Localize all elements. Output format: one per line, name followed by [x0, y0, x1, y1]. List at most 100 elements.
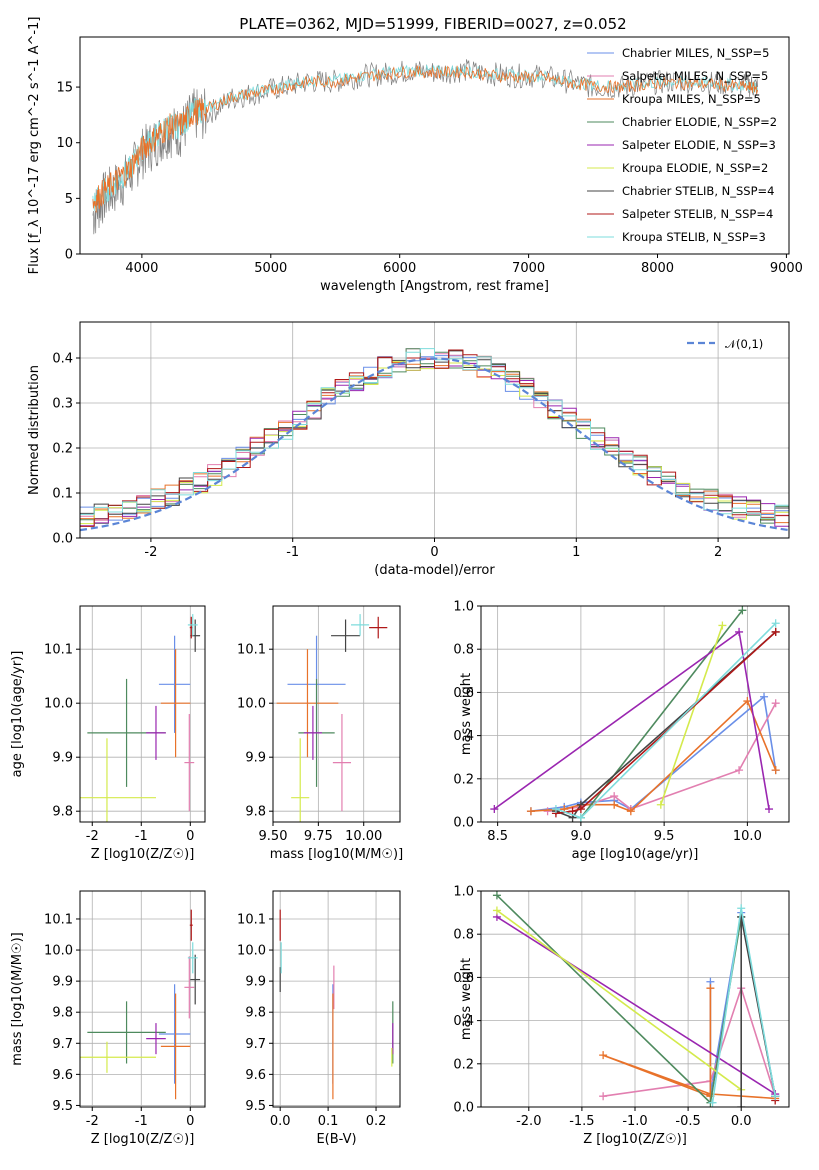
panel-age-vs-mass: 9.50 9.75 10.00 9.8 9.9 10.0 10.1 mass [log10(M… [237, 605, 403, 862]
y-tick-label: 9.5 [245, 1099, 266, 1114]
x-tick-label: -2 [86, 829, 99, 844]
plot-area-mass-vs-Z [80, 891, 205, 1107]
weight-line-chabrier-stelib [555, 631, 777, 819]
x-axis-label: Z [log10(Z/Z☉)] [91, 1132, 195, 1147]
legend-entry: Kroupa MILES, N_SSP=5 [622, 92, 761, 106]
y-tick-label: 0.4 [453, 1014, 474, 1029]
x-tick-label: 2 [714, 545, 722, 560]
x-axis-label: Z [log10(Z/Z☉)] [583, 1132, 687, 1147]
y-tick-label: 1.0 [453, 885, 474, 900]
weight-point-kroupa-miles [599, 1051, 608, 1060]
normal-curve [80, 357, 789, 532]
y-tick-label: 9.7 [245, 1037, 266, 1052]
weight-line-salpeter-miles [547, 702, 777, 812]
weight-point-chabrier-stelib [737, 1103, 746, 1107]
y-tick-label: 9.8 [245, 1006, 266, 1021]
x-tick-label: 0 [430, 545, 438, 560]
spectrum-line-data [92, 59, 758, 235]
weight-point-salpeter-stelib [771, 627, 780, 636]
axes-frame [79, 321, 790, 539]
panel-spectrum: 4000 5000 6000 7000 8000 9000 0 5 10 15 wavelength… [27, 17, 803, 294]
plot-area-mass-weight-vs-age [481, 606, 789, 822]
panel-mass-weight-vs-Z: -2.0 -1.5 -1.0 -0.5 0.0 0.0 0.2 0.4 0.6 0.8 1.0 Z [… [453, 885, 790, 1147]
y-tick-label: 1.0 [453, 600, 474, 615]
x-tick-label: -1 [135, 829, 148, 844]
weight-point-salpeter-miles [610, 792, 619, 801]
x-tick-label: 9.50 [259, 829, 288, 844]
y-tick-label: 10.0 [237, 944, 266, 959]
weight-point-chabrier-miles [760, 692, 769, 701]
x-tick-label: 1 [572, 545, 580, 560]
y-tick-label: 0.4 [453, 729, 474, 744]
y-tick-label: 9.8 [52, 1006, 73, 1021]
x-axis-label: mass [log10(M/M☉)] [270, 847, 403, 862]
weight-point-salpeter-elodie [765, 805, 774, 814]
y-tick-label: 0.2 [453, 1057, 474, 1072]
x-axis-label: wavelength [Angstrom, rest frame] [320, 279, 549, 294]
weight-point-chabrier-stelib [737, 912, 746, 921]
y-tick-label: 0.6 [453, 686, 474, 701]
x-tick-label: 10.00 [345, 829, 382, 844]
x-axis-label: (data-model)/error [374, 563, 495, 578]
x-tick-label: 9.75 [304, 829, 333, 844]
panel-age-vs-Z: -2 -1 0 9.8 9.9 10.0 10.1 Z [log10(Z/Z☉)] age [l… [10, 605, 206, 862]
weight-point-salpeter-miles [543, 807, 552, 816]
axes-frame [480, 890, 790, 1108]
weight-point-kroupa-miles [706, 984, 715, 993]
x-tick-label: -1 [135, 1114, 148, 1129]
spectrum-line-kroupa-miles [92, 65, 758, 213]
x-tick-label: 8.5 [487, 829, 508, 844]
weight-point-kroupa-stelib [737, 904, 746, 913]
legend-entry: Kroupa ELODIE, N_SSP=2 [622, 161, 768, 175]
axes-frame [272, 890, 401, 1108]
panel-mass-vs-ebv: 0.0 0.1 0.2 9.5 9.6 9.7 9.8 9.9 10.0 10.1 E(B-V) [237, 890, 401, 1147]
y-tick-label: 0.0 [52, 532, 73, 547]
weight-point-salpeter-elodie [735, 627, 744, 636]
y-tick-label: 9.5 [52, 1099, 73, 1114]
weight-point-kroupa-miles [526, 807, 535, 816]
y-tick-label: 9.6 [52, 1068, 73, 1083]
x-axis-label: Z [log10(Z/Z☉)] [91, 847, 195, 862]
x-tick-label: -0.5 [675, 1114, 700, 1129]
x-tick-label: 9.0 [571, 829, 592, 844]
weight-line-kroupa-elodie [660, 625, 724, 805]
y-tick-label: 0.6 [453, 971, 474, 986]
weight-point-kroupa-miles [626, 807, 635, 816]
y-tick-label: 0.8 [453, 643, 474, 658]
weight-point-kroupa-miles [610, 800, 619, 809]
y-tick-label: 9.8 [52, 805, 73, 820]
axes-frame [79, 890, 206, 1108]
x-axis-label: E(B-V) [316, 1132, 356, 1147]
y-tick-label: 9.9 [245, 751, 266, 766]
y-tick-label: 0.4 [52, 352, 73, 367]
weight-point-salpeter-miles [735, 766, 744, 775]
y-tick-label: 10.1 [237, 912, 266, 927]
y-tick-label: 10.1 [44, 643, 73, 658]
legend-entry: Salpeter ELODIE, N_SSP=3 [622, 138, 776, 152]
y-tick-label: 9.7 [52, 1037, 73, 1052]
x-tick-label: -1.0 [622, 1114, 647, 1129]
y-tick-label: 0.1 [52, 487, 73, 502]
y-tick-label: 0.0 [453, 816, 474, 831]
legend-entry: Chabrier MILES, N_SSP=5 [622, 46, 769, 60]
y-axis-label: age [log10(age/yr)] [10, 651, 25, 778]
y-axis-label: mass weight [459, 958, 474, 1040]
x-axis-label: age [log10(age/yr)] [572, 847, 699, 862]
weight-point-salpeter-miles [771, 699, 780, 708]
weight-point-kroupa-stelib [771, 619, 780, 628]
legend-entry: Chabrier ELODIE, N_SSP=2 [622, 115, 777, 129]
weight-point-salpeter-elodie [490, 805, 499, 814]
y-tick-label: 9.9 [52, 751, 73, 766]
x-tick-label: -2.0 [516, 1114, 541, 1129]
y-tick-label: 0.2 [52, 442, 73, 457]
y-tick-label: 9.6 [245, 1068, 266, 1083]
x-tick-label: 4000 [125, 261, 158, 276]
x-tick-label: 0.0 [270, 1114, 291, 1129]
legend-entry: Kroupa STELIB, N_SSP=3 [622, 230, 766, 244]
plot-area-mass-weight-vs-Z [481, 891, 789, 1107]
x-tick-label: 0.1 [318, 1114, 339, 1129]
weight-line-salpeter-miles [602, 985, 776, 1097]
x-tick-label: 8000 [641, 261, 674, 276]
y-tick-label: 5 [65, 192, 73, 207]
weight-point-kroupa-stelib [551, 805, 560, 814]
